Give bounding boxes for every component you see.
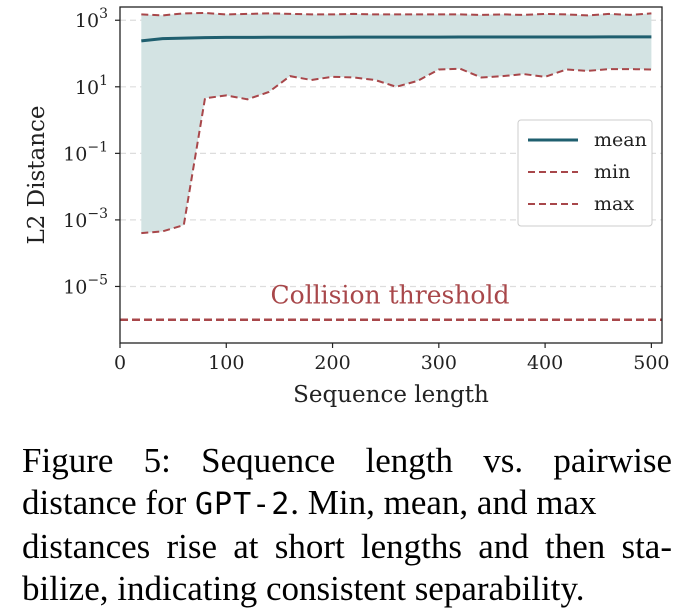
- caption-line-4: bilize, indicating consistent separabili…: [22, 569, 585, 608]
- caption-line-2-end: . Min, mean, and max: [290, 483, 597, 522]
- mean-line: [141, 35, 652, 43]
- chart: Collision threshold 0 100 200 300 400 500 10−…: [24, 6, 670, 408]
- y-tick-label: 10−1: [63, 139, 108, 165]
- y-tick-label: 10−5: [63, 272, 108, 298]
- plot-frame: [119, 6, 663, 344]
- y-tick-label: 103: [75, 6, 108, 32]
- figure-caption: Figure 5: Sequence length vs. pairwise d…: [22, 440, 672, 610]
- caption-line-2: distance for GPT-2. Min, mean, and max: [22, 482, 672, 526]
- x-tick-label: 0: [114, 352, 126, 374]
- caption-line-3: distances rise at short lengths and then…: [22, 527, 672, 566]
- y-tick-label: 101: [75, 73, 108, 99]
- y-axis-ticks: 10−5 10−3 10−1 101 103: [63, 6, 120, 298]
- legend-box: [517, 119, 653, 227]
- legend-label-mean: mean: [594, 129, 647, 151]
- x-axis-label: Sequence length: [293, 382, 489, 408]
- min-max-band: [141, 13, 652, 234]
- collision-threshold-label: Collision threshold: [271, 281, 510, 310]
- x-tick-label: 500: [633, 352, 669, 374]
- caption-line-2-start: distance for: [22, 483, 195, 522]
- caption-model-name: GPT-2: [194, 487, 291, 522]
- legend-label-max: max: [594, 193, 634, 215]
- legend-label-min: min: [594, 161, 630, 183]
- x-tick-label: 100: [208, 352, 244, 374]
- y-axis-label: L2 Distance: [24, 105, 50, 244]
- x-tick-label: 200: [314, 352, 350, 374]
- x-axis-ticks: 0 100 200 300 400 500: [114, 343, 670, 374]
- x-tick-label: 400: [527, 352, 563, 374]
- legend-items: mean min max: [528, 129, 647, 215]
- caption-line-1: Figure 5: Sequence length vs. pairwise: [22, 441, 672, 480]
- y-tick-label: 10−3: [63, 206, 108, 232]
- x-tick-label: 300: [421, 352, 457, 374]
- min-line: [141, 67, 652, 235]
- legend: mean min max: [517, 119, 653, 227]
- max-line: [141, 11, 652, 17]
